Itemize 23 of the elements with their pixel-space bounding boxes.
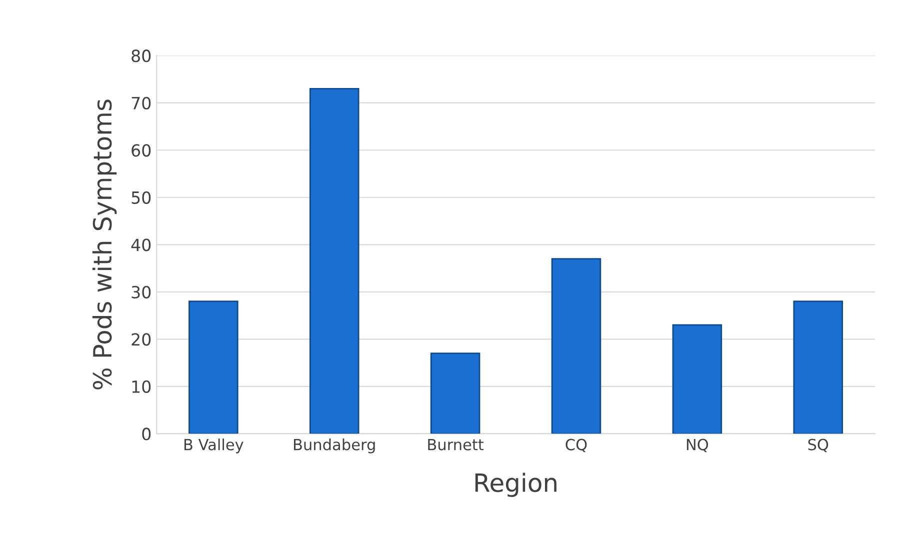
y-tick-label: 40 (131, 238, 151, 252)
bar (793, 300, 843, 434)
x-tick-label: CQ (566, 438, 587, 452)
bar (188, 300, 238, 434)
y-tick-label: 80 (132, 50, 151, 62)
x-tick-label: Bundaberg (294, 438, 375, 454)
bar (309, 88, 360, 434)
y-tick-label: 0 (142, 428, 151, 440)
y-tick-label: 50 (132, 191, 151, 204)
x-tick-label: NQ (686, 438, 708, 452)
x-tick-label: B Valley (184, 438, 244, 454)
x-tick-label: Burnett (428, 439, 484, 450)
y-tick-label: 10 (132, 380, 151, 393)
bar (430, 352, 480, 434)
x-tick-label: SQ (808, 438, 828, 452)
bar (672, 324, 722, 434)
x-axis-title: Region (475, 472, 556, 497)
bar (551, 258, 602, 434)
y-tick-label: 70 (132, 96, 151, 110)
y-tick-label: 30 (132, 286, 151, 298)
y-tick-label: 60 (132, 144, 151, 157)
y-tick-label: 20 (132, 333, 151, 346)
y-axis-title: % Pods with Symptoms (92, 100, 117, 390)
